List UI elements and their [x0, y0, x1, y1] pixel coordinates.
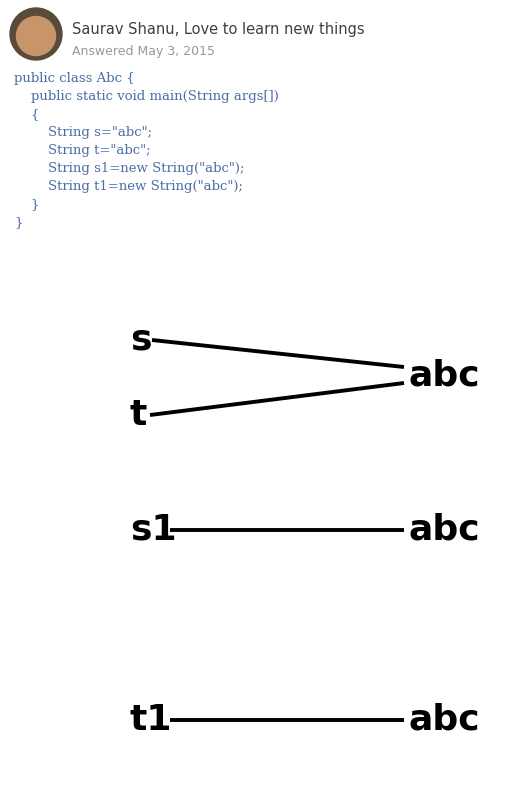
- Text: abc: abc: [408, 703, 480, 737]
- Text: abc: abc: [408, 358, 480, 392]
- Text: s1: s1: [130, 513, 177, 547]
- Circle shape: [10, 8, 62, 60]
- Text: String s1=new String("abc");: String s1=new String("abc");: [14, 162, 244, 175]
- Text: Answered May 3, 2015: Answered May 3, 2015: [72, 45, 215, 58]
- Text: String t="abc";: String t="abc";: [14, 144, 151, 157]
- Text: String s="abc";: String s="abc";: [14, 126, 152, 139]
- Text: s: s: [130, 323, 152, 357]
- Text: }: }: [14, 216, 22, 229]
- Text: public static void main(String args[]): public static void main(String args[]): [14, 90, 279, 103]
- Text: {: {: [14, 108, 40, 121]
- Text: abc: abc: [408, 513, 480, 547]
- Text: String t1=new String("abc");: String t1=new String("abc");: [14, 180, 243, 193]
- Text: Saurav Shanu, Love to learn new things: Saurav Shanu, Love to learn new things: [72, 22, 365, 37]
- Text: t: t: [130, 398, 147, 432]
- Text: public class Abc {: public class Abc {: [14, 72, 135, 85]
- Circle shape: [17, 17, 55, 55]
- Text: t1: t1: [130, 703, 173, 737]
- Text: }: }: [14, 198, 40, 211]
